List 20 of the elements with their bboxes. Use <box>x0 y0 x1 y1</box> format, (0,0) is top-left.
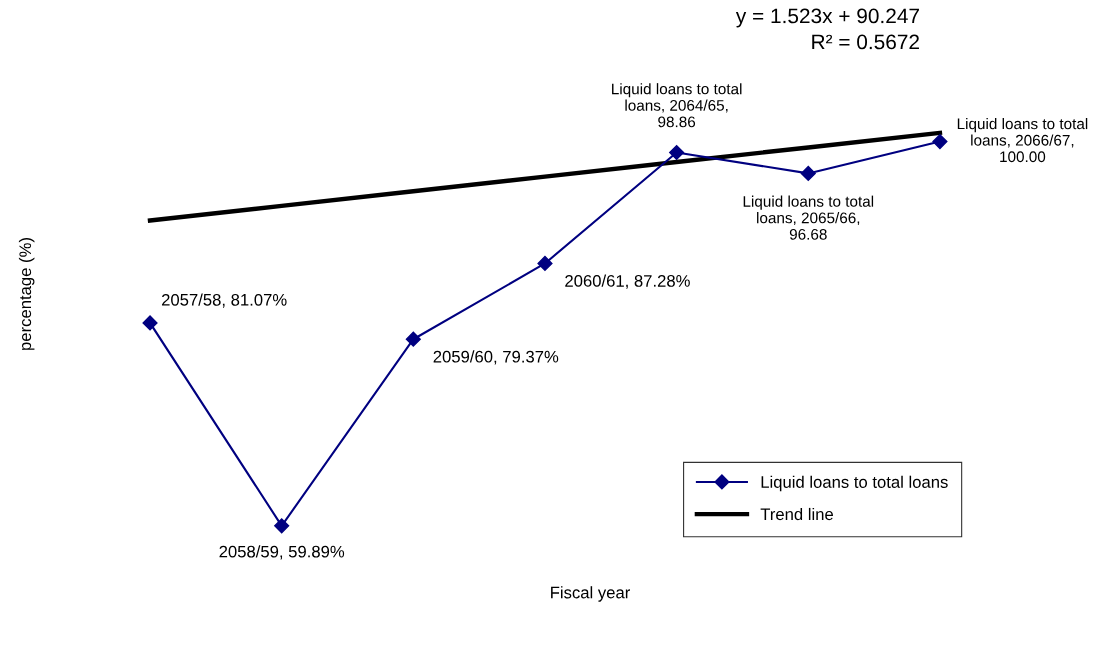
point <box>669 144 685 161</box>
data-label: Liquid loans to total loans, 2064/65, 98.86 <box>612 83 742 128</box>
x-axis-title: Fiscal year <box>551 586 631 602</box>
legend-label: Liquid loans to total loans <box>761 475 948 492</box>
data-label: 2058/59, 59.89% <box>219 545 345 560</box>
text: y = 1.523x + 90.247 <box>735 8 919 28</box>
text: R² = 0.5672 <box>812 34 919 50</box>
point <box>932 134 948 150</box>
data-label: Liquid loans to total loans, 2066/67, 100.00 <box>957 118 1088 163</box>
data-label: 2057/58, 81.07% <box>161 293 287 308</box>
point <box>142 315 158 331</box>
data-label: Liquid loans to total loans, 2065/66, 96.68 <box>743 195 874 240</box>
y-axis-title: percentage (%) <box>18 238 35 350</box>
data-label: 2060/61, 87.28% <box>565 274 690 289</box>
legend-label: Trend line <box>760 507 833 521</box>
point <box>537 255 553 272</box>
point <box>800 165 816 181</box>
data-label: 2059/60, 79.37% <box>433 350 559 365</box>
point <box>405 331 421 347</box>
point <box>274 518 290 534</box>
